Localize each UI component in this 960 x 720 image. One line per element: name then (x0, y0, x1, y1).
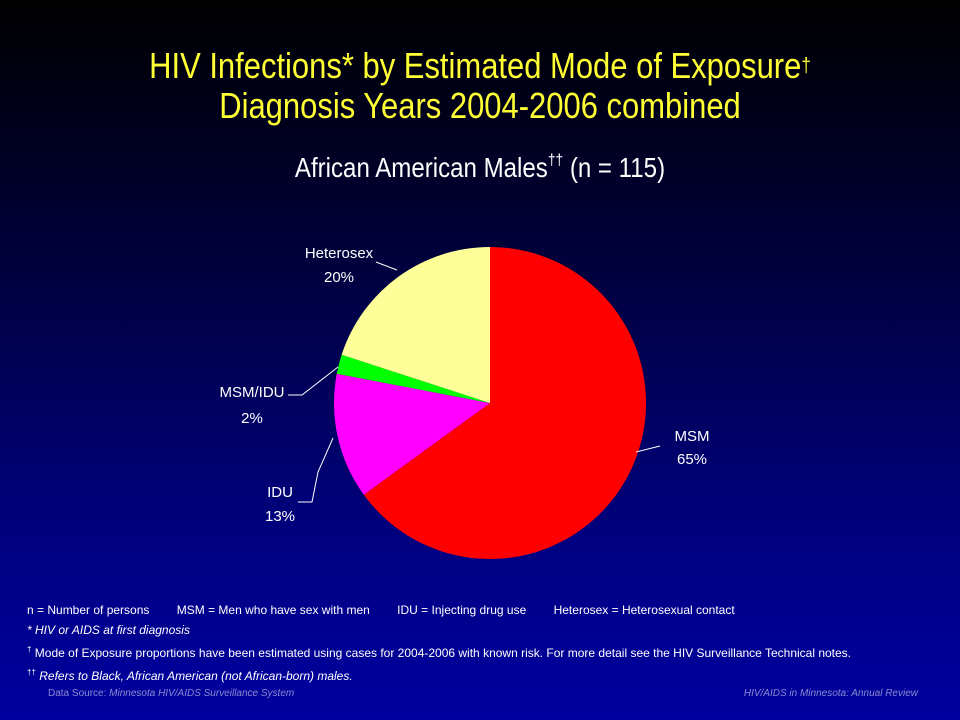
leader-line (635, 445, 661, 453)
slice-label: MSM/IDU (220, 384, 285, 401)
title-line-2: Diagnosis Years 2004-2006 combined (219, 85, 741, 126)
footnote-dagger: † Mode of Exposure proportions have been… (27, 645, 852, 660)
title-line-1: HIV Infections* by Estimated Mode of Exp… (149, 45, 811, 86)
slice-percent-label: 13% (265, 508, 295, 525)
footnote-star: * HIV or AIDS at first diagnosis (27, 623, 190, 637)
slice-label: MSM (675, 428, 710, 445)
leader-line (288, 366, 339, 396)
pie-slice-idu (333, 373, 490, 495)
pie-slice-msm-idu (336, 354, 490, 403)
definition-msm: MSM = Men who have sex with men (176, 603, 370, 617)
definition-heterosex: Heterosex = Heterosexual contact (553, 603, 735, 617)
definition-idu: IDU = Injecting drug use (397, 603, 527, 617)
slice-percent-label: 2% (241, 410, 263, 427)
leader-line (375, 261, 398, 271)
chart-subtitle: African American Males†† (n = 115) (294, 152, 666, 183)
footnote-double-dagger: †† Refers to Black, African American (no… (27, 668, 353, 683)
leader-line (298, 437, 334, 503)
slice-percent-label: 20% (324, 269, 354, 286)
report-name: HIV/AIDS in Minnesota: Annual Review (743, 688, 918, 699)
slice-label: Heterosex (305, 245, 374, 262)
slice-label: IDU (267, 484, 293, 501)
data-source: Data Source: Minnesota HIV/AIDS Surveill… (48, 688, 295, 699)
footnotes: n = Number of persons MSM = Men who have… (27, 600, 851, 686)
definition-n: n = Number of persons (27, 603, 150, 617)
pie-slice-heterosex (341, 247, 490, 403)
definitions-row: n = Number of persons MSM = Men who have… (27, 600, 851, 620)
chart-title: HIV Infections* by Estimated Mode of Exp… (67, 46, 893, 126)
slice-percent-label: 65% (677, 451, 707, 468)
pie-slice-msm (363, 247, 646, 559)
